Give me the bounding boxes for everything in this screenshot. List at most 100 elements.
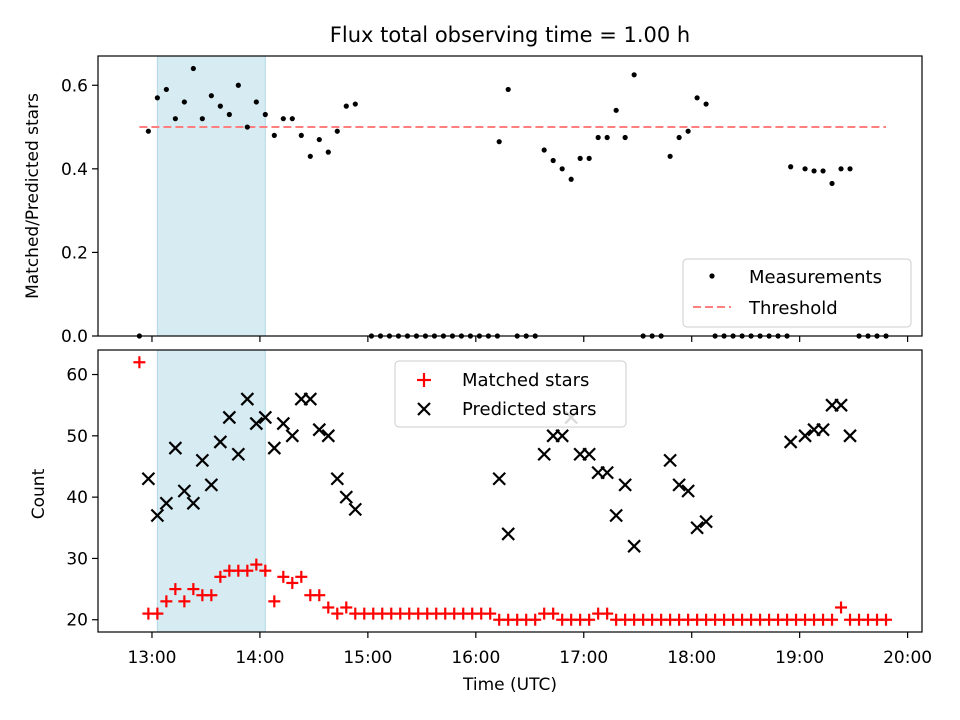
predicted-point: [150, 508, 165, 523]
legend-label-measurements: Measurements: [749, 267, 882, 288]
measurement-point: [667, 153, 673, 159]
matched-point: [295, 570, 308, 583]
measurement-point: [568, 176, 574, 182]
measurement-point: [208, 93, 214, 99]
predicted-point: [537, 447, 551, 461]
bottom-panel: 20 30 40 50 60 13:00 14:00 15:00 16:00 17:00 18:0…: [29, 349, 932, 695]
predicted-point: [582, 447, 596, 461]
y-tick-label: 0.2: [61, 243, 88, 263]
measurement-point: [199, 116, 205, 122]
predicted-point: [204, 478, 219, 492]
predicted-point: [276, 416, 291, 431]
top-y-axis-label: Matched/Predicted stars: [23, 93, 43, 299]
y-tick-label: 30: [66, 549, 88, 569]
predicted-point: [186, 496, 201, 511]
measurement-point: [811, 168, 817, 174]
matched-point: [529, 613, 542, 626]
measurement-point: [829, 180, 835, 187]
predicted-point: [141, 471, 156, 486]
predicted-point: [312, 422, 327, 437]
y-tick-label: 20: [66, 611, 88, 631]
matched-point: [313, 589, 326, 602]
legend-marker-matched: [417, 373, 431, 387]
predicted-point: [159, 496, 174, 511]
measurement-point: [154, 95, 160, 101]
measurement-point: [181, 99, 187, 105]
matched-point: [178, 595, 191, 608]
bottom-matched-points: [133, 356, 893, 626]
top-panel: 0.0 0.2 0.4 0.6 Matched/Predicted stars Mea…: [23, 55, 923, 347]
x-tick-label: 18:00: [667, 648, 716, 668]
predicted-point: [330, 471, 345, 486]
bottom-legend: Matched stars Predicted stars: [394, 360, 627, 428]
measurement-point: [838, 166, 844, 172]
top-points: [136, 65, 889, 339]
measurement-point: [631, 72, 637, 78]
legend-label-threshold: Threshold: [748, 298, 838, 319]
bottom-y-axis-label: Count: [29, 468, 49, 519]
predicted-point: [663, 453, 677, 468]
measurement-point: [595, 134, 601, 141]
predicted-point: [303, 392, 318, 406]
measurement-point: [802, 166, 808, 172]
predicted-point: [699, 514, 713, 529]
predicted-point: [783, 435, 798, 449]
measurement-point: [298, 132, 304, 139]
measurement-point: [788, 164, 794, 170]
matched-point: [250, 558, 263, 571]
predicted-point: [492, 471, 506, 486]
x-tick-label: 20:00: [883, 648, 932, 668]
predicted-point: [690, 521, 704, 535]
predicted-point: [816, 422, 830, 437]
measurement-point: [586, 155, 592, 161]
measurement-point: [217, 103, 223, 109]
predicted-point: [285, 429, 300, 443]
measurement-point: [262, 111, 268, 118]
measurement-point: [541, 147, 547, 153]
measurement-point: [163, 86, 169, 93]
measurement-point: [235, 82, 241, 88]
x-tick-label: 13:00: [127, 648, 176, 668]
matched-point: [187, 583, 200, 596]
measurement-point: [820, 168, 826, 174]
predicted-point: [240, 392, 255, 406]
measurement-point: [613, 107, 619, 113]
measurement-point: [550, 157, 556, 164]
measurement-point: [325, 149, 331, 155]
x-tick-label: 15:00: [343, 648, 392, 668]
measurement-point: [496, 139, 502, 145]
matched-point: [160, 595, 173, 608]
measurement-point: [280, 116, 286, 122]
matched-point: [826, 613, 839, 626]
predicted-point: [843, 429, 857, 443]
matched-point: [547, 607, 560, 620]
predicted-point: [267, 441, 282, 455]
y-tick-label: 0.6: [61, 76, 88, 96]
x-tick-label: 17:00: [559, 648, 608, 668]
bottom-predicted-points: [141, 392, 857, 553]
matched-point: [880, 613, 893, 626]
matched-point: [169, 583, 182, 596]
legend-label-predicted: Predicted stars: [462, 399, 596, 420]
y-tick-label: 60: [66, 366, 88, 386]
legend-marker-predicted: [417, 402, 431, 416]
legend-marker-measurements: [709, 273, 715, 279]
predicted-point: [348, 502, 363, 517]
top-y-ticks: 0.0 0.2 0.4 0.6: [61, 76, 98, 347]
measurement-point: [604, 134, 610, 141]
bottom-y-ticks: 20 30 40 50 60: [66, 366, 98, 631]
measurement-point: [190, 65, 196, 72]
measurement-point: [343, 103, 349, 109]
x-axis-label: Time (UTC): [462, 675, 557, 695]
predicted-point: [555, 429, 569, 443]
measurement-point: [559, 166, 565, 172]
predicted-point: [681, 484, 695, 498]
predicted-point: [627, 539, 641, 553]
matched-point: [322, 601, 335, 614]
predicted-point: [168, 441, 183, 455]
bottom-axes-frame: [97, 349, 923, 633]
measurement-point: [505, 86, 511, 93]
matched-point: [583, 613, 596, 626]
measurement-point: [334, 128, 340, 134]
matched-point: [286, 576, 299, 589]
